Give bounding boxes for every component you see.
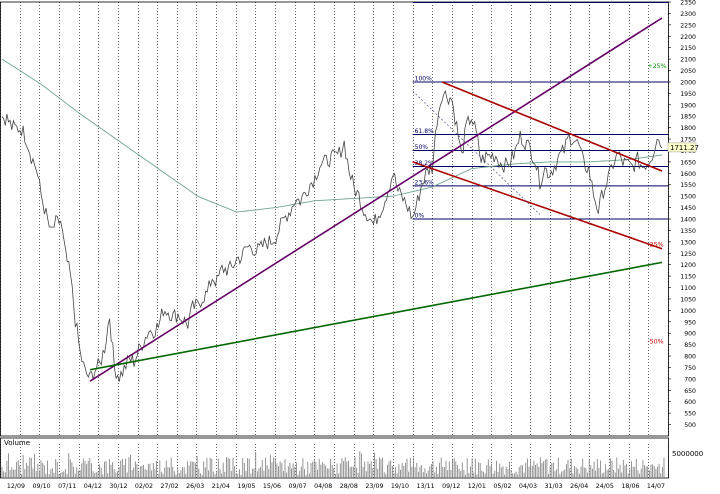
trendline-red-upper xyxy=(441,81,663,172)
y-tick-label: 2200 xyxy=(680,34,696,41)
x-tick-label: 04/03 xyxy=(519,483,537,490)
y-tick-label: 1850 xyxy=(680,114,696,121)
x-tick-label: 30/12 xyxy=(109,483,127,490)
moving-average-line xyxy=(1,58,663,213)
fib-level-label: 50% xyxy=(415,144,429,151)
y-tick-label: 1500 xyxy=(680,194,696,201)
y-tick-label: 2100 xyxy=(680,57,696,64)
x-tick-label: 18/06 xyxy=(621,483,639,490)
y-tick-label: 1050 xyxy=(680,296,696,303)
x-tick-label: 04/08 xyxy=(314,483,332,490)
y-tick-label: 1300 xyxy=(680,239,696,246)
y-tick-label: 700 xyxy=(684,376,696,383)
y-tick-label: 1800 xyxy=(680,125,696,132)
percent-annotation: +25% xyxy=(647,63,666,70)
y-tick-label: 1650 xyxy=(680,159,696,166)
y-tick-label: 2250 xyxy=(680,22,696,29)
price-line xyxy=(1,89,663,382)
x-tick-label: 26/03 xyxy=(186,483,204,490)
x-tick-label: 24/05 xyxy=(596,483,614,490)
x-tick-label: 04/12 xyxy=(84,483,102,490)
x-tick-label: 31/03 xyxy=(545,483,563,490)
y-tick-label: 650 xyxy=(684,388,696,395)
y-tick-label: 1950 xyxy=(680,91,696,98)
x-tick-label: 14/07 xyxy=(647,483,665,490)
x-tick-label: 19/05 xyxy=(237,483,255,490)
fib-level-label: 38.2% xyxy=(415,160,434,167)
x-tick-label: 12/01 xyxy=(468,483,486,490)
y-tick-label: 1350 xyxy=(680,228,696,235)
y-tick-label: 800 xyxy=(684,354,696,361)
y-tick-label: 600 xyxy=(684,399,696,406)
percent-annotation: -50% xyxy=(647,338,663,345)
fib-level-label: 100% xyxy=(415,75,432,82)
moving-average xyxy=(1,58,663,213)
trendline-red-lower xyxy=(412,161,663,250)
y-tick-label: 1250 xyxy=(680,251,696,258)
y-tick-label: 1900 xyxy=(680,102,696,109)
volume-frame xyxy=(0,437,669,479)
y-tick-label: 850 xyxy=(684,342,696,349)
x-tick-label: 05/02 xyxy=(493,483,511,490)
fib-level-label: 61.8% xyxy=(415,128,434,135)
dotted-projection-line xyxy=(412,90,541,215)
y-tick-label: 2000 xyxy=(680,79,696,86)
x-tick-label: 27/02 xyxy=(161,483,179,490)
y-tick-label: 1100 xyxy=(680,285,696,292)
trendline-purple xyxy=(89,17,663,382)
last-price-marker: 1711.27 xyxy=(667,142,699,153)
y-tick-label: 900 xyxy=(684,331,696,338)
y-tick-label: 2300 xyxy=(680,11,696,18)
x-tick-label: 12/09 xyxy=(7,483,25,490)
x-tick-label: 09/07 xyxy=(289,483,307,490)
y-tick-label: 1400 xyxy=(680,217,696,224)
trendline-green xyxy=(89,261,663,371)
x-tick-label: 26/04 xyxy=(570,483,588,490)
x-tick-label: 19/10 xyxy=(391,483,409,490)
percent-annotation: -25% xyxy=(647,241,663,248)
y-tick-label: 1150 xyxy=(680,274,696,281)
y-tick-label: 1450 xyxy=(680,205,696,212)
last-price-label: 1711.27 xyxy=(670,144,699,152)
x-tick-label: 09/12 xyxy=(442,483,460,490)
y-tick-label: 550 xyxy=(684,411,696,418)
volume-axis-label: 5000000 xyxy=(672,450,703,458)
y-tick-label: 1600 xyxy=(680,171,696,178)
x-tick-label: 28/08 xyxy=(340,483,358,490)
volume-label: Volume xyxy=(4,439,30,447)
y-tick-label: 1200 xyxy=(680,262,696,269)
y-tick-label: 2350 xyxy=(680,0,696,7)
trendlines xyxy=(89,17,663,382)
y-tick-label: 2050 xyxy=(680,68,696,75)
y-tick-label: 1550 xyxy=(680,182,696,189)
y-tick-label: 1750 xyxy=(680,137,696,144)
x-tick-label: 09/10 xyxy=(33,483,51,490)
x-tick-label: 21/04 xyxy=(212,483,230,490)
x-tick-label: 02/02 xyxy=(135,483,153,490)
volume-panel: Volume 5000000 xyxy=(1,439,703,478)
price-series xyxy=(1,89,663,382)
y-tick-label: 750 xyxy=(684,365,696,372)
x-tick-label: 15/06 xyxy=(263,483,281,490)
x-axis: 12/09 09/10 07/11 04/12 30/12 02/02 27/02 26/03… xyxy=(7,483,665,490)
y-tick-label: 500 xyxy=(684,422,696,429)
y-tick-label: 1000 xyxy=(680,308,696,315)
x-tick-label: 23/09 xyxy=(365,483,383,490)
x-tick-label: 07/11 xyxy=(58,483,76,490)
annotations: +25% -25% -50% xyxy=(647,63,666,345)
y-tick-label: 950 xyxy=(684,319,696,326)
x-tick-label: 13/11 xyxy=(417,483,435,490)
y-tick-label: 2150 xyxy=(680,45,696,52)
fib-level-label: 0% xyxy=(415,213,425,220)
last-price-box xyxy=(667,142,697,153)
